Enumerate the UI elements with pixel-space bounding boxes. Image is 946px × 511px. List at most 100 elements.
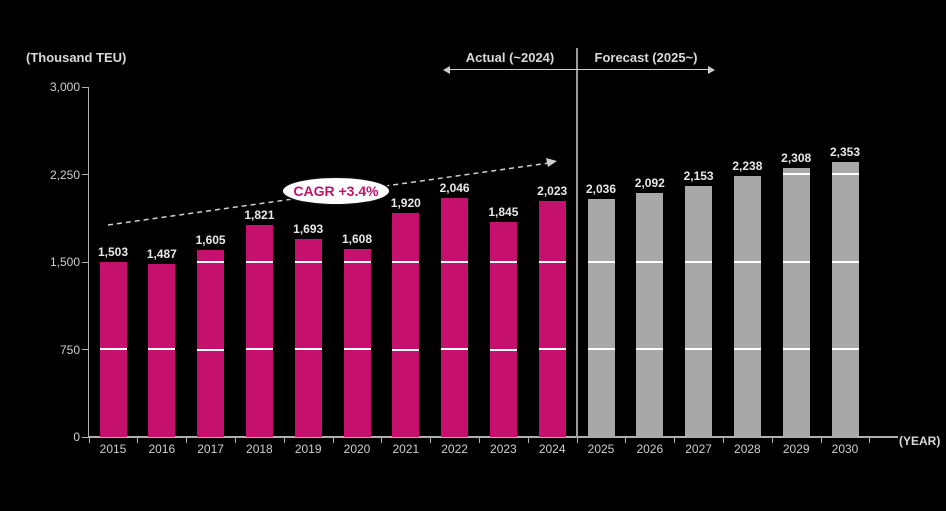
x-tick-label-2027: 2027	[685, 442, 712, 456]
bar-value-label-2029: 2,308	[781, 150, 812, 165]
x-tick-label-2016: 2016	[148, 442, 176, 456]
bar-value-label-2030: 2,353	[829, 145, 861, 160]
bar-2016	[148, 263, 176, 437]
y-tick-mark	[82, 174, 88, 175]
x-tick-mark	[283, 438, 285, 443]
cagr-label: CAGR +3.4%	[293, 183, 379, 199]
gridline-segment	[782, 173, 810, 176]
gridline-segment	[782, 260, 810, 263]
gridline-segment	[587, 348, 615, 351]
gridline-segment	[733, 348, 761, 351]
arrow-right-icon	[708, 65, 715, 74]
x-tick-mark	[332, 438, 334, 443]
x-tick-label-2023: 2023	[490, 442, 517, 456]
x-axis-unit-label: (YEAR)	[899, 434, 941, 448]
bar-2029	[782, 167, 810, 437]
y-tick-mark	[82, 436, 88, 438]
x-tick-mark	[674, 438, 676, 443]
bar-value-label-2023: 1,845	[488, 204, 519, 219]
bar-value-label-2026: 2,092	[634, 175, 665, 190]
bar-2018	[245, 224, 273, 437]
arrow-left-icon	[443, 65, 450, 74]
cagr-badge: CAGR +3.4%	[281, 176, 391, 206]
gridline-segment	[343, 348, 371, 351]
x-tick-mark	[771, 438, 773, 443]
x-tick-label-2018: 2018	[246, 442, 273, 456]
forecast-period-label: Forecast (2025~)	[594, 50, 698, 65]
gridline-segment	[587, 260, 615, 263]
x-tick-label-2029: 2029	[782, 442, 810, 456]
bar-value-label-2022: 2,046	[439, 181, 470, 196]
x-tick-mark	[186, 438, 188, 443]
y-tick-label: 0	[73, 430, 80, 444]
header-arrow-line	[449, 69, 709, 70]
gridline-segment	[343, 260, 371, 263]
bar-value-label-2024: 2,023	[537, 183, 568, 198]
bar-2030	[831, 162, 859, 437]
bar-value-label-2021: 1,920	[390, 196, 421, 210]
gridline-segment	[685, 260, 713, 263]
x-tick-mark	[869, 438, 871, 443]
x-tick-mark	[576, 438, 578, 443]
bar-2026	[636, 192, 664, 437]
gridline-segment	[733, 260, 761, 263]
y-tick-label: 2,250	[49, 167, 80, 182]
gridline-segment	[782, 348, 810, 351]
bar-2015	[99, 261, 127, 437]
actual-period-label: Actual (~2024)	[465, 50, 555, 65]
bar-value-label-2018: 1,821	[244, 207, 275, 222]
gridline-segment	[392, 261, 420, 263]
gridline-segment	[441, 348, 469, 351]
y-tick-mark	[82, 261, 88, 263]
y-tick-mark	[82, 349, 88, 350]
gridline-segment	[99, 348, 127, 351]
gridline-segment	[294, 260, 322, 263]
x-tick-mark	[88, 438, 90, 443]
bar-2017	[197, 249, 225, 437]
gridline-segment	[148, 348, 176, 351]
gridline-segment	[538, 260, 566, 263]
y-tick-label: 750	[59, 342, 80, 357]
bar-2025	[587, 199, 615, 437]
x-tick-label-2015: 2015	[99, 442, 127, 456]
gridline-segment	[245, 348, 273, 351]
gridline-segment	[441, 260, 469, 263]
x-tick-label-2025: 2025	[587, 442, 615, 456]
x-tick-mark	[430, 438, 432, 443]
x-tick-label-2026: 2026	[636, 442, 664, 456]
y-tick-label: 1,500	[49, 255, 80, 269]
bar-value-label-2025: 2,036	[585, 182, 617, 197]
bar-value-label-2027: 2,153	[683, 168, 714, 183]
bar-value-label-2016: 1,487	[146, 246, 177, 261]
gridline-segment	[294, 348, 322, 351]
x-tick-label-2022: 2022	[441, 442, 468, 456]
x-tick-label-2024: 2024	[538, 442, 566, 456]
gridline-segment	[685, 348, 713, 351]
y-tick-mark	[82, 86, 88, 88]
gridline-segment	[831, 260, 859, 263]
y-axis-unit-label: (Thousand TEU)	[26, 50, 127, 65]
x-tick-mark	[137, 438, 139, 443]
x-axis-line	[88, 436, 898, 438]
x-tick-mark	[625, 438, 627, 443]
x-tick-mark	[381, 438, 383, 443]
bar-value-label-2020: 1,608	[341, 232, 373, 247]
gridline-segment	[831, 173, 859, 176]
gridline-segment	[636, 348, 664, 351]
bar-2022	[441, 198, 469, 437]
x-tick-label-2030: 2030	[831, 442, 859, 456]
x-tick-label-2019: 2019	[294, 442, 322, 456]
x-tick-label-2028: 2028	[734, 442, 761, 456]
bar-value-label-2019: 1,693	[293, 222, 324, 237]
x-tick-mark	[723, 438, 724, 443]
bar-2023	[489, 221, 517, 437]
x-tick-mark	[235, 438, 236, 443]
x-tick-mark	[527, 438, 529, 443]
gridline-segment	[489, 261, 517, 263]
gridline-segment	[392, 348, 420, 351]
gridline-segment	[245, 260, 273, 263]
gridline-segment	[831, 348, 859, 351]
bar-2024	[538, 200, 566, 437]
bar-2021	[392, 213, 420, 437]
